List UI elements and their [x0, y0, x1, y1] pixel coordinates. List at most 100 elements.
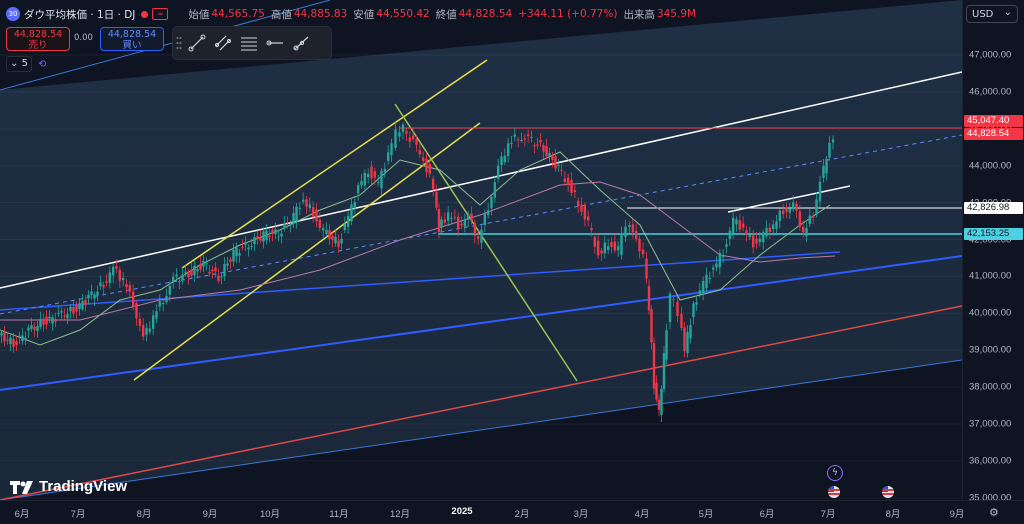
- candle-body: [262, 231, 265, 242]
- open-label: 始値: [188, 8, 210, 21]
- candle-body: [301, 199, 305, 202]
- candle-body: [311, 207, 315, 217]
- candle-body: [187, 272, 190, 278]
- sell-button[interactable]: 44,828.54 売り: [6, 27, 70, 51]
- ray-tool-icon[interactable]: [288, 30, 314, 56]
- candle-body: [692, 303, 695, 318]
- candle-body: [513, 134, 517, 137]
- candle-body: [181, 274, 184, 280]
- candle-body: [54, 318, 57, 322]
- candle-body: [265, 230, 268, 241]
- candle-body: [634, 230, 638, 240]
- candle-body: [765, 227, 768, 237]
- candle-body: [510, 142, 513, 144]
- blue-trendline-1: [0, 255, 962, 391]
- horizontal-ray-icon[interactable]: [262, 30, 288, 56]
- candle-body: [450, 218, 453, 220]
- price-label: 45,047.40: [964, 115, 1023, 127]
- candle-body: [421, 157, 425, 162]
- candle-body: [376, 182, 380, 184]
- candle-body: [226, 263, 229, 266]
- buy-button[interactable]: 44,828.54 買い: [100, 27, 164, 51]
- candle-body: [751, 235, 755, 248]
- candle-body: [708, 278, 712, 280]
- candle-body: [728, 230, 732, 239]
- candle-body: [360, 180, 363, 186]
- candle-body: [523, 138, 527, 140]
- candle-body: [268, 235, 271, 238]
- candle-body: [6, 339, 9, 341]
- candle-body: [220, 276, 223, 278]
- candle-body: [662, 353, 666, 389]
- us-flag-event-icon[interactable]: [828, 486, 840, 498]
- us-flag-event-icon[interactable]: [882, 486, 894, 498]
- price-tick: 36,000.00: [969, 455, 1012, 467]
- candle-body: [676, 301, 679, 317]
- candle-body: [672, 298, 675, 300]
- price-tick: 40,000.00: [969, 307, 1012, 319]
- symbol-title[interactable]: ダウ平均株価 · 1日 · DJ: [24, 8, 136, 21]
- chart-canvas[interactable]: [0, 0, 962, 500]
- candle-body: [27, 327, 30, 331]
- candle-body: [286, 221, 289, 223]
- candle-body: [425, 158, 428, 173]
- candle-body: [453, 216, 457, 218]
- price-tick: 37,000.00: [969, 418, 1012, 430]
- candle-body: [274, 229, 277, 234]
- candle-body: [244, 242, 247, 245]
- price-axis[interactable]: [962, 0, 1024, 500]
- trendline-tool-icon[interactable]: [184, 30, 210, 56]
- candle-body: [36, 326, 39, 332]
- candle-body: [108, 272, 112, 283]
- candle-body: [545, 146, 548, 157]
- candle-body: [21, 335, 24, 341]
- candle-body: [418, 149, 422, 155]
- candle-body: [229, 259, 232, 262]
- candle-body: [128, 285, 132, 292]
- candle-body: [446, 212, 450, 221]
- lightning-event-icon[interactable]: ϟ: [827, 465, 843, 481]
- candle-body: [613, 241, 617, 251]
- candle-body: [539, 140, 542, 143]
- candle-body: [496, 165, 500, 179]
- currency-selector[interactable]: USD: [966, 4, 1018, 23]
- candle-body: [483, 213, 487, 226]
- candle-body: [647, 286, 651, 311]
- candle-body: [665, 330, 668, 360]
- chart-area[interactable]: [0, 0, 962, 500]
- yellow-channel-upper: [181, 59, 488, 269]
- drag-handle-icon[interactable]: [176, 33, 184, 53]
- candle-body: [548, 153, 551, 157]
- high-value: 44,885.83: [293, 8, 348, 20]
- candle-body: [118, 269, 122, 281]
- candle-body: [283, 223, 286, 229]
- candle-body: [620, 233, 623, 255]
- sync-icon[interactable]: ⟲: [37, 58, 47, 70]
- candle-body: [66, 314, 69, 319]
- candle-body: [241, 246, 244, 248]
- candle-body: [536, 144, 539, 146]
- candle-body: [735, 219, 738, 225]
- candle-body: [223, 263, 226, 277]
- channel-tool-icon[interactable]: [210, 30, 236, 56]
- time-axis[interactable]: [0, 500, 1024, 524]
- close-label: 終値: [435, 8, 457, 21]
- alert-icon[interactable]: ≈: [152, 8, 169, 20]
- candle-body: [431, 178, 435, 190]
- time-tick: 6月: [14, 509, 30, 520]
- blue-trendline-2: [0, 251, 841, 311]
- candle-body: [121, 277, 125, 281]
- candle-body: [590, 228, 593, 231]
- candle-body: [408, 137, 412, 142]
- candle-body: [158, 301, 162, 307]
- candle-body: [75, 305, 78, 312]
- fib-tool-icon[interactable]: [236, 30, 262, 56]
- settings-gear-icon[interactable]: ⚙: [989, 506, 999, 519]
- candle-body: [48, 316, 51, 319]
- candle-body: [411, 135, 415, 140]
- candle-body: [202, 260, 205, 267]
- collapse-count-button[interactable]: ⌄ 5: [6, 56, 32, 72]
- candle-body: [686, 332, 689, 353]
- candle-body: [217, 275, 220, 281]
- candle-body: [346, 215, 350, 227]
